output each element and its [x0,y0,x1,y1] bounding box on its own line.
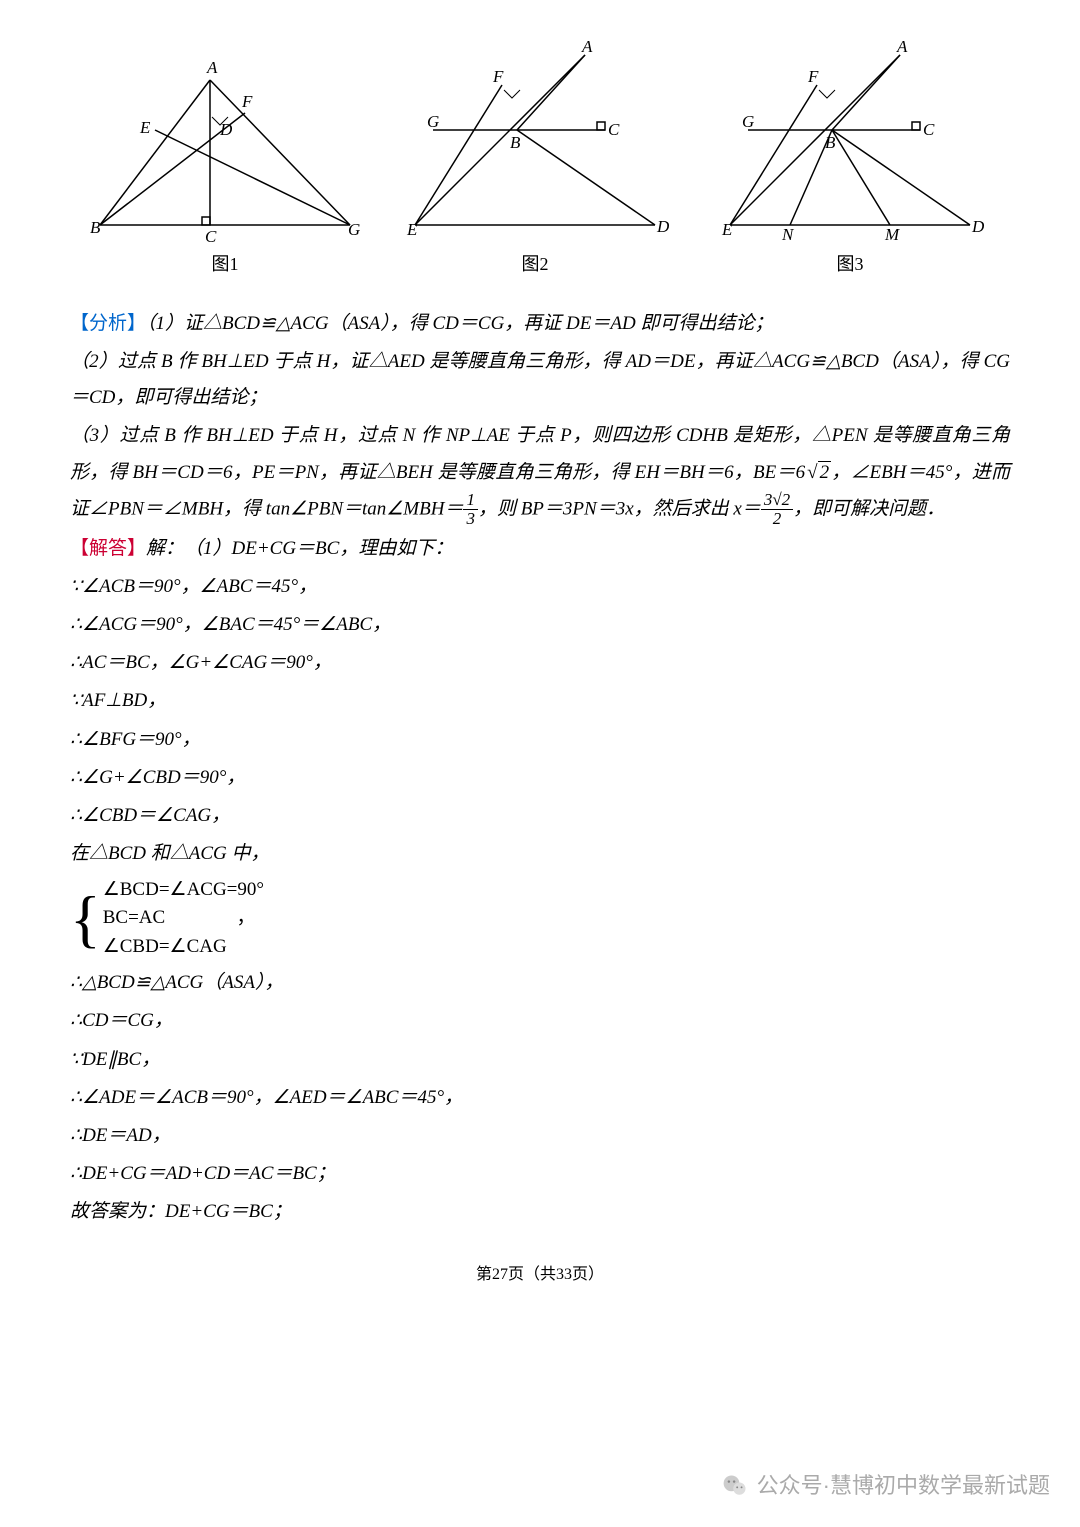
figure-3-label: 图3 [837,247,864,281]
solution-s11: ∵DE∥BC， [70,1042,1010,1078]
system-l1: ∠BCD=∠ACG=90° [103,876,264,905]
solution-s3: ∴AC＝BC，∠G+∠CAG＝90°， [70,645,1010,681]
solution-s12: ∴∠ADE＝∠ACB＝90°，∠AED＝∠ABC＝45°， [70,1080,1010,1116]
svg-text:D: D [656,217,670,236]
svg-text:E: E [721,220,733,239]
brace-left: { [70,890,101,948]
solution-s8: 在△BCD 和△ACG 中， [70,836,1010,872]
figure-row: A B C F D E G 图1 A B C [70,40,1010,281]
system-lines: ∠BCD=∠ACG=90° BC=AC ， ∠CBD=∠CAG [103,876,264,962]
page-number: 第27页（共33页） [70,1260,1010,1290]
wechat-icon [721,1472,749,1500]
figure-1: A B C F D E G 图1 [90,55,360,281]
svg-text:A: A [896,40,908,56]
figure-1-svg: A B C F D E G [90,55,360,245]
svg-text:G: G [742,112,754,131]
svg-text:E: E [406,220,418,239]
figure-3-svg: A B C D E F G N M [710,40,990,245]
solution-s7: ∴∠CBD＝∠CAG， [70,798,1010,834]
svg-text:C: C [923,120,935,139]
svg-text:C: C [608,120,620,139]
watermark-text: 公众号·慧博初中数学最新试题 [757,1465,1050,1507]
solution-intro-text: 解：（1）DE+CG＝BC，理由如下： [146,538,453,559]
analysis-3d: ，即可解决问题． [793,498,945,519]
svg-text:N: N [781,225,795,244]
figure-2-svg: A B C D E F G [395,40,675,245]
system-l3: ∠CBD=∠CAG [103,933,264,962]
solution-s6: ∴∠G+∠CBD＝90°， [70,760,1010,796]
solution-s13: ∴DE＝AD， [70,1118,1010,1154]
frac-1-3: 13 [463,491,478,529]
system-l2: BC=AC ， [103,904,264,933]
solution-s14: ∴DE+CG＝AD+CD＝AC＝BC； [70,1156,1010,1192]
analysis-1-text: （1）证△BCD≌△ACG（ASA），得 CD＝CG，再证 DE＝AD 即可得出… [146,313,773,334]
svg-text:F: F [807,67,819,86]
answer-label: 【解答】 [70,538,146,559]
svg-text:F: F [241,92,253,111]
frac-3sqrt2-2: 3√22 [761,491,793,529]
svg-text:B: B [510,133,521,152]
svg-text:G: G [427,112,439,131]
solution-s9: ∴△BCD≌△ACG（ASA）， [70,965,1010,1001]
solution-s4: ∵AF⊥BD， [70,683,1010,719]
svg-text:D: D [971,217,985,236]
figure-2-label: 图2 [522,247,549,281]
analysis-line-1: 【分析】（1）证△BCD≌△ACG（ASA），得 CD＝CG，再证 DE＝AD … [70,306,1010,342]
watermark: 公众号·慧博初中数学最新试题 [721,1465,1050,1507]
svg-text:M: M [884,225,900,244]
svg-text:C: C [205,227,217,245]
solution-intro: 【解答】解：（1）DE+CG＝BC，理由如下： [70,531,1010,567]
svg-text:E: E [139,118,151,137]
analysis-label: 【分析】 [70,313,146,334]
solution-s5: ∴∠BFG＝90°， [70,722,1010,758]
svg-text:F: F [492,67,504,86]
svg-text:B: B [90,218,101,237]
solution-s15: 故答案为：DE+CG＝BC； [70,1194,1010,1230]
svg-text:A: A [206,58,218,77]
svg-text:B: B [825,133,836,152]
solution-s1: ∵∠ACB＝90°，∠ABC＝45°， [70,569,1010,605]
solution-s2: ∴∠ACG＝90°，∠BAC＝45°＝∠ABC， [70,607,1010,643]
analysis-3c: ，则 BP＝3PN＝3x，然后求出 x＝ [478,498,761,519]
figure-1-label: 图1 [212,247,239,281]
figure-3: A B C D E F G N M 图3 [710,40,990,281]
figure-2: A B C D E F G 图2 [395,40,675,281]
analysis-line-3: （3）过点 B 作 BH⊥ED 于点 H，过点 N 作 NP⊥AE 于点 P，则… [70,418,1010,529]
sqrt-2: 2 [805,455,831,491]
equation-system: { ∠BCD=∠ACG=90° BC=AC ， ∠CBD=∠CAG [70,876,1010,962]
svg-text:G: G [348,220,360,239]
solution-s10: ∴CD＝CG， [70,1003,1010,1039]
analysis-line-2: （2）过点 B 作 BH⊥ED 于点 H，证△AED 是等腰直角三角形，得 AD… [70,344,1010,416]
svg-text:A: A [581,40,593,56]
svg-text:D: D [219,120,233,139]
